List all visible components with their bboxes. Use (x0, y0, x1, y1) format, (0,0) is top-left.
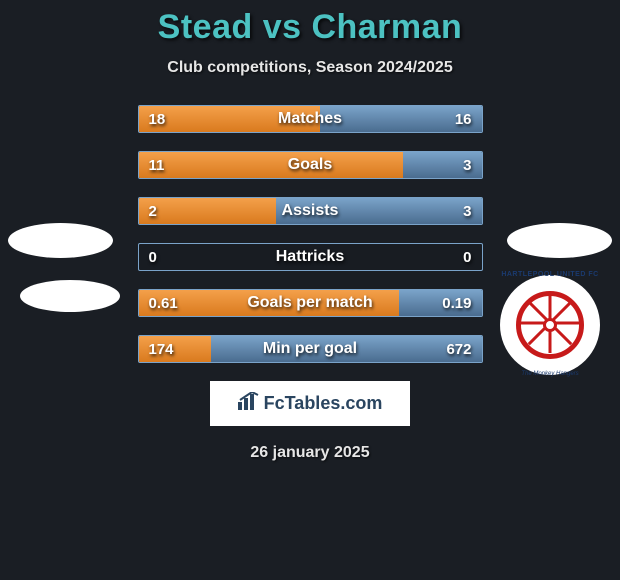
stat-fill-right (403, 152, 482, 178)
stat-fill-left (139, 290, 400, 316)
stat-bars: 1816Matches113Goals23Assists00Hattricks0… (138, 105, 483, 363)
wheel-hub (543, 318, 557, 332)
player-right-club-badge: HARTLEPOOL UNITED FC The Monkey Hangers (500, 275, 600, 375)
stat-row: 0.610.19Goals per match (138, 289, 483, 317)
club-badge-top-text: HARTLEPOOL UNITED FC (500, 271, 600, 278)
stat-fill-left (139, 152, 403, 178)
stat-row: 0 0Hattricks (138, 243, 483, 271)
date-text: 26 january 2025 (0, 444, 620, 462)
stat-fill-right (399, 290, 481, 316)
stat-row: 113Goals (138, 151, 483, 179)
stat-value-right: 0 (463, 244, 471, 270)
logo-text: FcTables.com (264, 393, 383, 414)
chart-icon (238, 392, 260, 415)
player-right-badge-1 (507, 223, 612, 258)
comparison-content: HARTLEPOOL UNITED FC The Monkey Hangers … (0, 105, 620, 462)
player-left-badge-1 (8, 223, 113, 258)
stat-fill-right (320, 106, 481, 132)
player-left-badge-2 (20, 280, 120, 312)
stat-fill-right (276, 198, 482, 224)
stat-value-left: 0 (149, 244, 157, 270)
stat-label: Hattricks (139, 244, 482, 270)
stat-fill-left (139, 106, 321, 132)
stat-fill-left (139, 198, 276, 224)
page-title: Stead vs Charman (0, 0, 620, 47)
stat-row: 1816Matches (138, 105, 483, 133)
stat-row: 174672Min per goal (138, 335, 483, 363)
stat-fill-left (139, 336, 211, 362)
club-badge-bottom-text: The Monkey Hangers (500, 371, 600, 377)
subtitle: Club competitions, Season 2024/2025 (0, 59, 620, 77)
fctables-logo: FcTables.com (210, 381, 410, 426)
stat-fill-right (211, 336, 482, 362)
stat-row: 23Assists (138, 197, 483, 225)
